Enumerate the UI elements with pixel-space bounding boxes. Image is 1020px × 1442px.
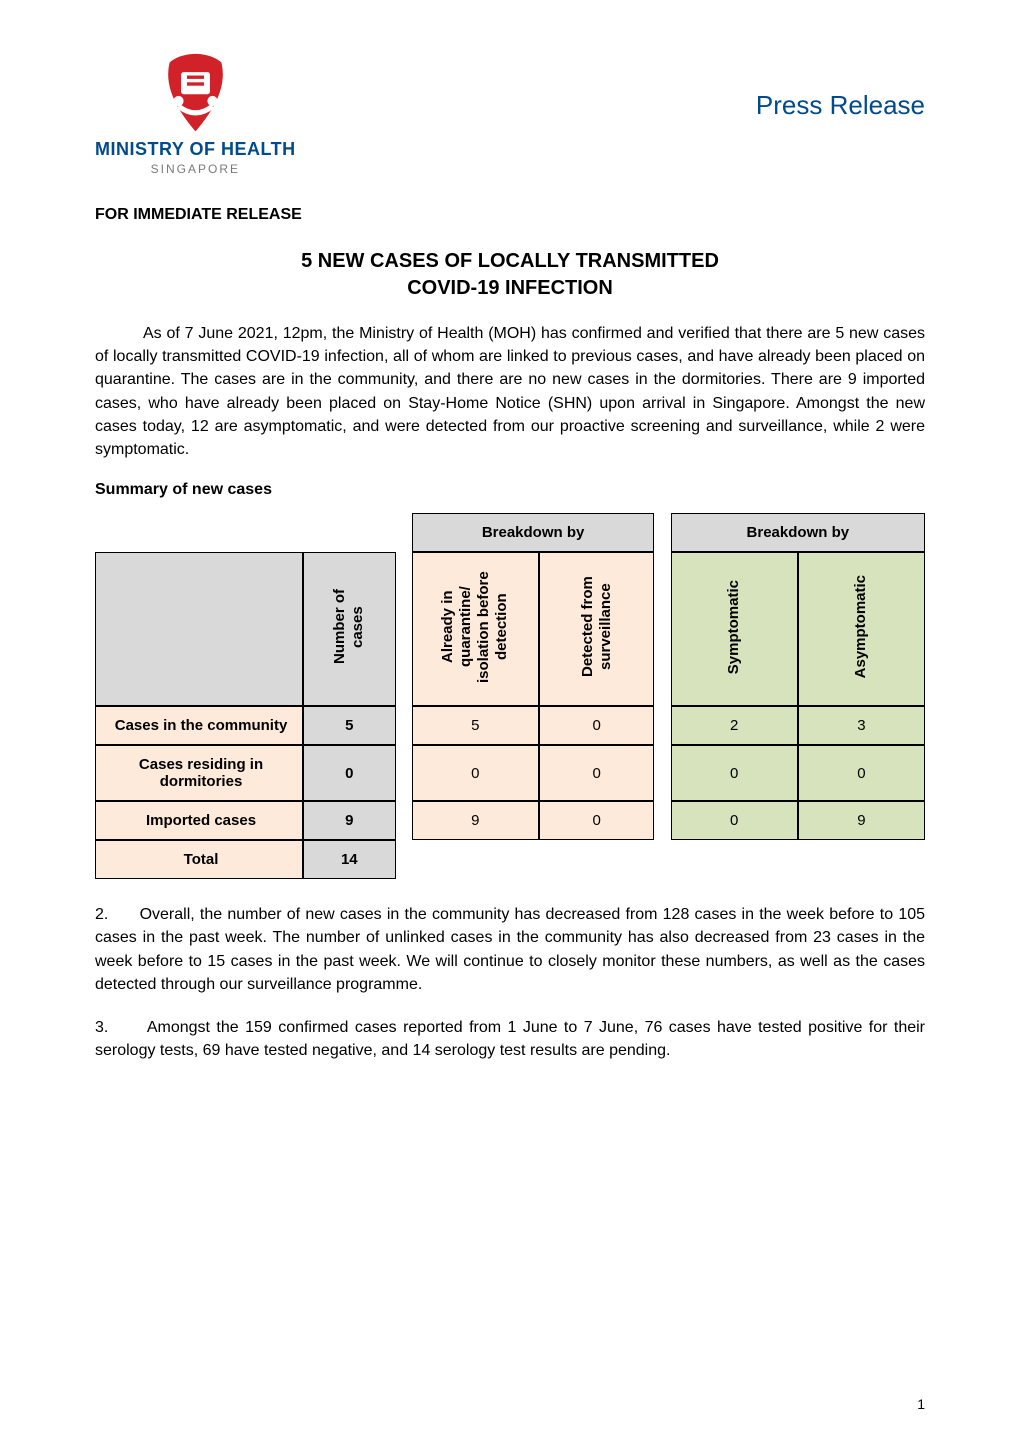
- row-label: Total: [95, 840, 303, 879]
- table-row: Cases in the community 5 5 0 2 3: [95, 706, 925, 745]
- para2-prefix: 2.: [95, 906, 108, 923]
- table-row: Cases residing in dormitories 0 0 0 0 0: [95, 745, 925, 801]
- col-detected: Detected from surveillance: [579, 563, 615, 691]
- paragraph-2: 2. Overall, the number of new cases in t…: [95, 903, 925, 996]
- title-line-2: COVID-19 INFECTION: [407, 277, 613, 299]
- paragraph-3: 3. Amongst the 159 confirmed cases repor…: [95, 1016, 925, 1062]
- cell-asymptomatic: 3: [798, 706, 925, 745]
- col-number: Number of cases: [331, 563, 367, 691]
- cell-number: 5: [303, 706, 395, 745]
- paragraph-1: As of 7 June 2021, 12pm, the Ministry of…: [95, 322, 925, 461]
- row-label: Cases in the community: [95, 706, 303, 745]
- group-header-1: Breakdown by: [412, 513, 655, 552]
- cell-number: 0: [303, 745, 395, 801]
- row-label: Cases residing in dormitories: [95, 745, 303, 801]
- cell-symptomatic: 2: [671, 706, 798, 745]
- ministry-logo-block: MINISTRY OF HEALTH SINGAPORE: [95, 50, 296, 176]
- title-line-1: 5 NEW CASES OF LOCALLY TRANSMITTED: [301, 250, 719, 272]
- header-row: MINISTRY OF HEALTH SINGAPORE Press Relea…: [95, 50, 925, 176]
- cell-already: 5: [412, 706, 539, 745]
- summary-subhead: Summary of new cases: [95, 481, 925, 499]
- table-row: Total 14: [95, 840, 925, 879]
- cell-asymptomatic: 9: [798, 801, 925, 840]
- cell-symptomatic: 0: [671, 745, 798, 801]
- cell-number: 9: [303, 801, 395, 840]
- cell-number: 14: [303, 840, 395, 879]
- ministry-name: MINISTRY OF HEALTH: [95, 139, 296, 160]
- row-label: Imported cases: [95, 801, 303, 840]
- cell-detected: 0: [539, 801, 655, 840]
- cell-already: 9: [412, 801, 539, 840]
- ministry-crest-icon: [153, 50, 238, 135]
- cell-already: 0: [412, 745, 539, 801]
- cell-symptomatic: 0: [671, 801, 798, 840]
- summary-table: Breakdown by Breakdown by Number of case…: [95, 513, 925, 879]
- group-header-2: Breakdown by: [671, 513, 925, 552]
- group-header-row: Breakdown by Breakdown by: [95, 513, 925, 552]
- cell-detected: 0: [539, 706, 655, 745]
- page-title: 5 NEW CASES OF LOCALLY TRANSMITTED COVID…: [95, 248, 925, 302]
- col-already: Already in quarantine/ isolation before …: [439, 563, 511, 691]
- para3-body: Amongst the 159 confirmed cases reported…: [95, 1019, 925, 1059]
- press-release-label: Press Release: [756, 90, 925, 121]
- col-header-row: Number of cases Already in quarantine/ i…: [95, 552, 925, 706]
- para2-body: Overall, the number of new cases in the …: [95, 906, 925, 993]
- release-line: FOR IMMEDIATE RELEASE: [95, 206, 925, 224]
- page-number: 1: [917, 1396, 925, 1412]
- ministry-country: SINGAPORE: [151, 162, 240, 176]
- cell-asymptomatic: 0: [798, 745, 925, 801]
- summary-table-wrap: Breakdown by Breakdown by Number of case…: [95, 513, 925, 879]
- col-asymptomatic: Asymptomatic: [852, 569, 870, 684]
- cell-detected: 0: [539, 745, 655, 801]
- para3-prefix: 3.: [95, 1019, 108, 1036]
- table-row: Imported cases 9 9 0 0 9: [95, 801, 925, 840]
- col-symptomatic: Symptomatic: [725, 574, 743, 680]
